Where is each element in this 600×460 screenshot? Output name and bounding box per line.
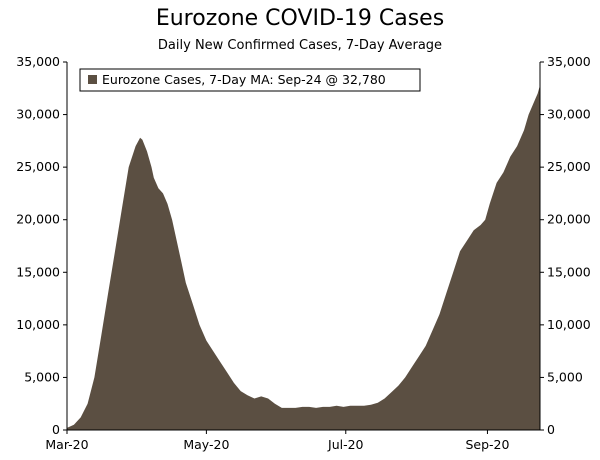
y-tick-label-left: 30,000 [16, 107, 60, 122]
y-tick-label-left: 5,000 [24, 369, 60, 384]
x-tick-label: Sep-20 [465, 437, 509, 452]
y-tick-label-left: 10,000 [16, 317, 60, 332]
chart-subtitle: Daily New Confirmed Cases, 7-Day Average [157, 38, 443, 53]
y-tick-label-left: 25,000 [16, 159, 60, 174]
y-tick-label-right: 25,000 [547, 159, 591, 174]
y-tick-label-left: 0 [52, 422, 60, 437]
y-tick-label-right: 20,000 [547, 212, 591, 227]
y-tick-label-right: 5,000 [547, 369, 583, 384]
y-tick-label-left: 15,000 [16, 264, 60, 279]
y-tick-label-right: 15,000 [547, 264, 591, 279]
y-tick-label-left: 35,000 [16, 54, 60, 69]
x-tick-label: May-20 [183, 437, 229, 452]
x-tick-label: Mar-20 [45, 437, 88, 452]
y-tick-label-left: 20,000 [16, 212, 60, 227]
legend-swatch [88, 75, 97, 84]
x-tick-label: Jul-20 [327, 437, 364, 452]
legend-label: Eurozone Cases, 7-Day MA: Sep-24 @ 32,78… [102, 72, 386, 87]
y-tick-label-right: 35,000 [547, 54, 591, 69]
y-tick-label-right: 30,000 [547, 107, 591, 122]
legend-box [79, 68, 421, 92]
chart-title: Eurozone COVID-19 Cases [155, 6, 445, 31]
series-area [67, 85, 540, 431]
y-tick-label-right: 0 [547, 422, 555, 437]
y-tick-label-right: 10,000 [547, 317, 591, 332]
